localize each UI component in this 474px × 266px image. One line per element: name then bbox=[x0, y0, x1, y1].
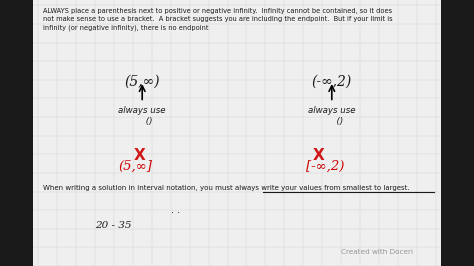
Text: (5,∞): (5,∞) bbox=[125, 74, 160, 89]
Text: X: X bbox=[313, 148, 324, 163]
Bar bbox=[33, 0, 441, 266]
Text: always use
     (): always use () bbox=[118, 106, 166, 126]
Text: When writing a solution in interval notation, you must always write your values : When writing a solution in interval nota… bbox=[43, 185, 409, 191]
Text: X: X bbox=[134, 148, 146, 163]
Text: (-∞,2): (-∞,2) bbox=[312, 74, 352, 89]
Text: (5,∞]: (5,∞] bbox=[118, 160, 152, 173]
Text: [-∞,2): [-∞,2) bbox=[306, 160, 344, 173]
Text: Created with Doceri: Created with Doceri bbox=[341, 249, 413, 255]
Bar bbox=[441, 0, 474, 266]
Text: . .: . . bbox=[171, 205, 180, 215]
Text: ALWAYS place a parenthesis next to positive or negative infinity.  Infinity cann: ALWAYS place a parenthesis next to posit… bbox=[43, 8, 392, 31]
Bar bbox=[0, 0, 33, 266]
Text: 20 - 35: 20 - 35 bbox=[95, 221, 131, 230]
Text: always use
      (): always use () bbox=[308, 106, 356, 126]
